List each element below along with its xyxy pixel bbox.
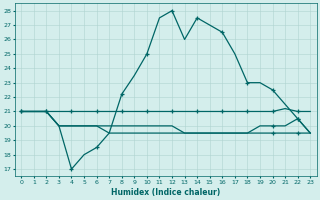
X-axis label: Humidex (Indice chaleur): Humidex (Indice chaleur) bbox=[111, 188, 220, 197]
